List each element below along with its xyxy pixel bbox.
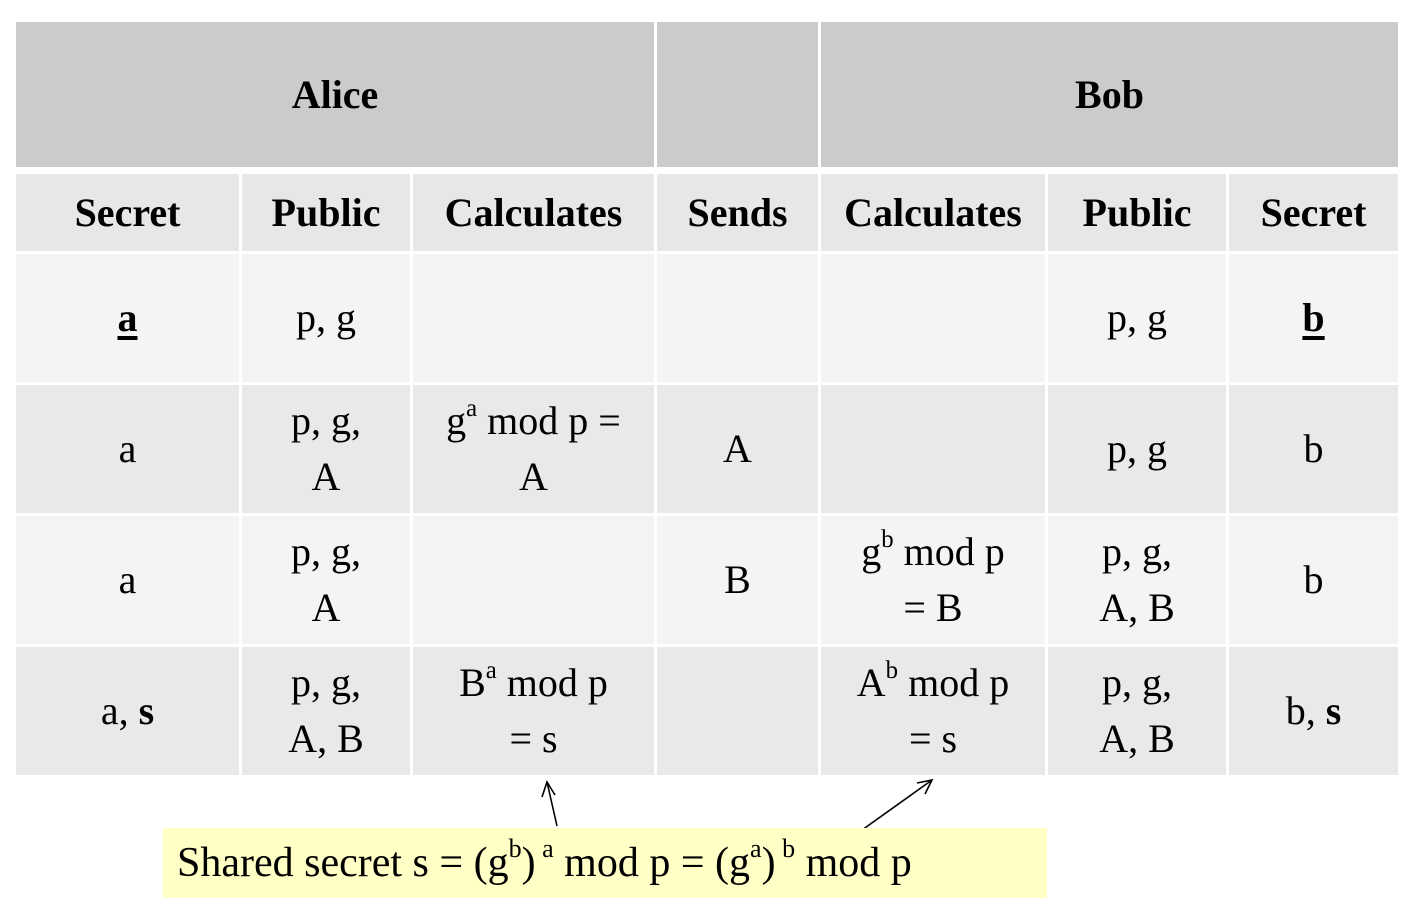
bob-calc-base: g [861, 529, 882, 574]
sends-header-blank [657, 22, 821, 170]
bob-secret-value: b [1303, 557, 1324, 602]
alice-public-cell: p, g, A [242, 385, 413, 516]
caption-text-3: mod p = (g [553, 840, 750, 886]
arrow-to-alice-calc [541, 780, 558, 827]
alice-secret-cell: a [16, 385, 242, 516]
alice-calc-rest: mod p = [477, 398, 621, 443]
alice-public-line2: A [311, 585, 341, 630]
bob-calc-result: = s [908, 716, 958, 761]
alice-secret-value: a [117, 295, 138, 340]
alice-calc-exponent: a [485, 656, 497, 684]
alice-calc-cell: Ba mod p = s [413, 647, 657, 778]
bob-calc-rest: mod p [898, 660, 1010, 705]
bob-calc-exponent: b [881, 525, 894, 553]
col-sends: Sends [657, 170, 821, 254]
alice-calc-cell [413, 516, 657, 647]
alice-secret-value: a [118, 557, 137, 602]
alice-public-line1: p, g, [291, 660, 361, 705]
alice-calc-cell [413, 254, 657, 385]
alice-secret-cell: a [16, 254, 242, 385]
bob-calc-cell [821, 385, 1048, 516]
alice-calc-rest: mod p [496, 660, 608, 705]
diffie-hellman-table: Alice Bob Secret Public Calculates Sends… [16, 22, 1399, 778]
bob-header: Bob [821, 22, 1399, 170]
arrow-to-bob-calc [854, 778, 934, 836]
caption-text-1: Shared secret s = (g [177, 840, 509, 886]
bob-public-cell: p, g [1048, 254, 1229, 385]
sends-value: B [724, 557, 751, 602]
bob-secret-value: b [1303, 426, 1324, 471]
bob-secret-cell: b, s [1229, 647, 1399, 778]
bob-calc-cell [821, 254, 1048, 385]
alice-public-line1: p, g, [291, 529, 361, 574]
bob-secret-plain: b, [1285, 688, 1326, 733]
sends-cell [657, 647, 821, 778]
bob-calc-cell: gb mod p = B [821, 516, 1048, 647]
bob-public-line2: A, B [1099, 585, 1175, 630]
bob-public-cell: p, g [1048, 385, 1229, 516]
bob-public-cell: p, g, A, B [1048, 516, 1229, 647]
table-row: a p, g p, g b [16, 254, 1399, 385]
bob-public-cell: p, g, A, B [1048, 647, 1229, 778]
alice-public-line2: A, B [288, 716, 364, 761]
bob-public-line2: A, B [1099, 716, 1175, 761]
alice-calc-result: = s [509, 716, 558, 761]
bob-calc-base: A [856, 660, 886, 705]
caption-exp-4: b [775, 834, 796, 864]
bob-calc-result: = B [903, 585, 963, 630]
col-alice-calculates: Calculates [413, 170, 657, 254]
alice-public-cell: p, g [242, 254, 413, 385]
col-alice-public: Public [242, 170, 413, 254]
bob-public-line1: p, g, [1102, 529, 1172, 574]
alice-calc-exponent: a [466, 394, 478, 422]
alice-header: Alice [16, 22, 657, 170]
col-bob-public: Public [1048, 170, 1229, 254]
bob-public-value: p, g [1107, 426, 1167, 471]
sends-cell: A [657, 385, 821, 516]
table-row: a, s p, g, A, B Ba mod p = s Ab mod p = s p… [16, 647, 1399, 778]
bob-calc-cell: Ab mod p = s [821, 647, 1048, 778]
bob-calc-exponent: b [885, 656, 899, 684]
bob-secret-cell: b [1229, 385, 1399, 516]
alice-calc-result: A [519, 454, 548, 499]
bob-public-line1: p, g, [1102, 660, 1172, 705]
alice-calc-base: B [459, 660, 486, 705]
sends-cell [657, 254, 821, 385]
caption-text-2: ) [521, 840, 536, 886]
sends-value: A [723, 426, 752, 471]
alice-public-value: p, g [296, 295, 356, 340]
bob-shared-secret: s [1325, 688, 1342, 733]
bob-secret-cell: b [1229, 516, 1399, 647]
caption-exp-1: b [508, 834, 522, 864]
bob-secret-value: b [1302, 295, 1325, 340]
table-row: a p, g, A ga mod p = A A p, g b [16, 385, 1399, 516]
sends-cell: B [657, 516, 821, 647]
table-row: a p, g, A B gb mod p = B p, g, A, B b [16, 516, 1399, 647]
alice-shared-secret: s [138, 688, 155, 733]
alice-public-line1: p, g, [291, 398, 361, 443]
bob-calc-rest: mod p [893, 529, 1005, 574]
caption-text-5: mod p [795, 840, 912, 886]
alice-calc-cell: ga mod p = A [413, 385, 657, 516]
alice-public-line2: A [311, 454, 341, 499]
alice-secret-cell: a [16, 516, 242, 647]
alice-public-cell: p, g, A, B [242, 647, 413, 778]
alice-calc-base: g [446, 398, 467, 443]
bob-secret-cell: b [1229, 254, 1399, 385]
alice-secret-cell: a, s [16, 647, 242, 778]
alice-secret-value: a [118, 426, 137, 471]
col-alice-secret: Secret [16, 170, 242, 254]
caption-exp-3: a [750, 834, 762, 864]
alice-public-cell: p, g, A [242, 516, 413, 647]
caption-exp-2: a [535, 834, 554, 864]
alice-secret-plain: a, [100, 688, 139, 733]
caption-text-4: ) [761, 840, 776, 886]
col-bob-secret: Secret [1229, 170, 1399, 254]
bob-public-value: p, g [1107, 295, 1167, 340]
col-bob-calculates: Calculates [821, 170, 1048, 254]
shared-secret-caption: Shared secret s = (gb) a mod p = (ga) b … [163, 828, 1047, 898]
